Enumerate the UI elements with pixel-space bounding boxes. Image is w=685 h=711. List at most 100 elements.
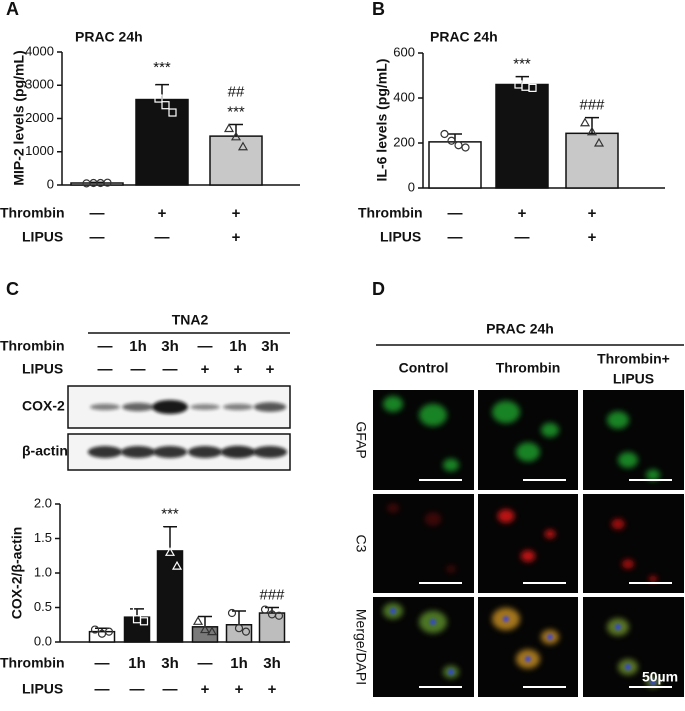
treatment-sign: + — [518, 205, 527, 222]
data-point — [168, 108, 177, 117]
micrograph — [583, 494, 684, 593]
data-point — [237, 141, 249, 151]
data-point — [274, 611, 284, 620]
significance-label: ## — [228, 83, 245, 100]
data-point — [507, 73, 516, 82]
treatment-sign: — — [90, 205, 105, 222]
cell — [419, 403, 447, 427]
data-point — [234, 624, 244, 633]
significance-label: *** — [153, 59, 171, 76]
treatment-sign: 1h — [229, 338, 247, 355]
nucleus — [650, 679, 656, 685]
blot-band — [120, 446, 156, 458]
chart-title: PRAC 24h — [75, 29, 143, 45]
treatment-label: LIPUS — [380, 229, 421, 245]
treatment-sign: 3h — [161, 655, 179, 672]
y-axis-label: COX-2/β-actin — [9, 527, 25, 620]
treatment-sign: + — [232, 205, 241, 222]
row-label: C3 — [353, 535, 369, 553]
treatment-sign: + — [588, 205, 597, 222]
micrograph — [478, 494, 578, 593]
band-label: COX-2 — [22, 398, 65, 414]
band-label: β-actin — [22, 443, 68, 459]
treatment-label: Thrombin — [358, 205, 423, 221]
treatment-sign: — — [163, 681, 178, 698]
error-bar — [232, 610, 246, 625]
y-tick-label: 0 — [47, 176, 54, 191]
cell — [516, 442, 540, 462]
treatment-label: LIPUS — [22, 681, 63, 697]
y-tick-label: 2000 — [25, 110, 54, 125]
data-point — [440, 129, 449, 139]
data-point — [593, 137, 605, 147]
significance-label: *** — [161, 506, 179, 523]
micrograph — [583, 390, 684, 490]
treatment-sign: + — [268, 681, 277, 698]
treatment-sign: + — [266, 361, 275, 378]
blot-band — [90, 403, 120, 411]
blot-band — [220, 445, 256, 459]
panel-letter: B — [372, 0, 385, 19]
images-title: PRAC 24h — [486, 321, 554, 337]
cell — [541, 422, 559, 438]
blot-band — [122, 402, 154, 412]
data-point — [230, 131, 242, 141]
micrograph — [478, 597, 578, 697]
row-label: GFAP — [353, 421, 369, 458]
blot-band — [87, 446, 123, 458]
cell — [611, 518, 625, 530]
treatment-sign: — — [95, 655, 110, 672]
data-point — [260, 605, 270, 614]
data-point — [164, 547, 176, 556]
cell — [646, 469, 660, 481]
significance-label: ### — [259, 586, 285, 603]
cell — [520, 550, 536, 562]
cell — [443, 458, 459, 472]
treatment-sign: — — [130, 681, 145, 698]
blot-band — [253, 402, 287, 412]
nucleus — [525, 656, 531, 662]
data-point — [171, 560, 183, 570]
y-axis-label: IL-6 levels (pg/mL) — [374, 59, 390, 182]
nucleus — [625, 664, 631, 670]
nucleus — [390, 608, 396, 614]
bar — [209, 135, 263, 186]
bar — [135, 98, 189, 186]
treatment-label: LIPUS — [22, 361, 63, 377]
y-tick-label: 400 — [393, 89, 415, 104]
panel-letter: C — [6, 279, 19, 299]
cell — [446, 565, 456, 573]
nucleus — [448, 669, 454, 675]
data-point — [586, 126, 598, 136]
error-bar — [585, 116, 599, 134]
treatment-label: LIPUS — [22, 229, 63, 245]
data-point — [154, 94, 163, 103]
row-label: Merge/DAPI — [353, 609, 369, 685]
data-point — [461, 143, 470, 152]
nucleus — [503, 616, 509, 622]
treatment-sign: — — [448, 205, 463, 222]
nucleus — [547, 634, 553, 640]
error-bar — [163, 526, 177, 551]
data-point — [227, 608, 237, 618]
blot-band — [187, 446, 223, 458]
column-label: Thrombin+ — [597, 351, 670, 367]
blot-band — [223, 403, 253, 411]
data-point — [528, 83, 537, 92]
y-tick-label: 4000 — [25, 43, 54, 58]
bar — [428, 141, 482, 189]
bar — [565, 132, 619, 189]
data-point — [157, 526, 169, 536]
nucleus — [430, 619, 436, 625]
treatment-sign: + — [235, 681, 244, 698]
cell — [618, 452, 638, 468]
y-tick-label: 1.5 — [34, 530, 52, 545]
treatment-sign: + — [158, 205, 167, 222]
bar — [156, 550, 184, 643]
y-tick-label: 1000 — [25, 143, 54, 158]
treatment-label: Thrombin — [0, 205, 65, 221]
treatment-sign: 1h — [128, 655, 146, 672]
data-point — [223, 123, 235, 133]
treatment-sign: 3h — [161, 338, 179, 355]
treatment-sign: — — [98, 338, 113, 355]
